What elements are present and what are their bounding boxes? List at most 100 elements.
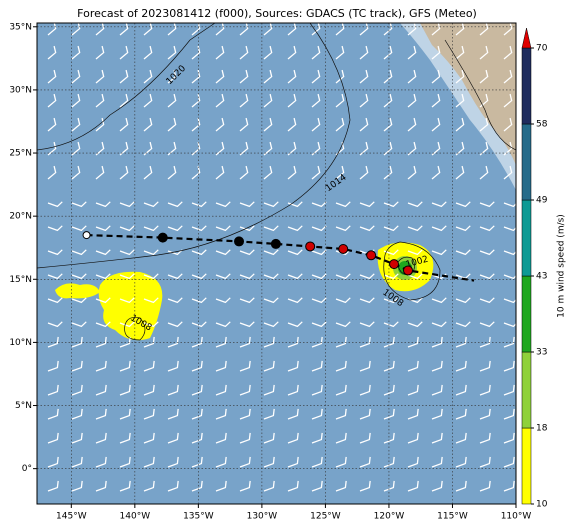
wind-barb <box>479 408 491 420</box>
wind-barb <box>191 432 203 444</box>
wind-barb <box>215 480 227 492</box>
wind-barb <box>503 456 515 468</box>
wind-barb <box>335 456 347 468</box>
wind-barb <box>287 360 299 372</box>
wind-barb <box>71 201 87 208</box>
wind-barb <box>47 408 59 420</box>
colorbar-segment <box>521 47 532 125</box>
x-tick-label: 115°W <box>437 512 468 522</box>
wind-barb <box>383 23 393 36</box>
wind-barb <box>479 69 489 84</box>
wind-barb <box>311 384 323 396</box>
wind-barb <box>263 225 279 232</box>
wind-barb <box>239 45 249 60</box>
colorbar-segment <box>521 199 532 277</box>
wind-barb <box>119 456 131 468</box>
track-point <box>403 265 414 276</box>
wind-barb <box>287 249 303 256</box>
wind-barb <box>263 384 275 396</box>
wind-barb <box>119 336 131 348</box>
wind-barb <box>503 408 515 420</box>
wind-barb <box>311 480 323 492</box>
wind-barb <box>455 321 471 328</box>
wind-barb <box>143 93 153 108</box>
wind-barb <box>167 432 179 444</box>
wind-barb <box>335 45 345 60</box>
wind-barb <box>119 93 129 108</box>
wind-barb <box>311 432 323 444</box>
wind-barb <box>431 23 441 36</box>
wind-barb <box>47 336 59 348</box>
wind-barb <box>455 141 465 156</box>
track-point <box>234 236 245 247</box>
wind-barb <box>119 201 135 208</box>
wind-barb <box>263 336 275 348</box>
colorbar-tick-label: 10 <box>536 500 548 510</box>
colorbar-tick-label: 18 <box>536 424 548 434</box>
wind-barb <box>263 23 273 36</box>
wind-barb <box>479 336 491 348</box>
wind-barb <box>359 165 369 180</box>
wind-barb <box>479 432 491 444</box>
wind-barb <box>503 432 515 444</box>
track-point <box>389 259 400 270</box>
wind-barb <box>359 201 375 208</box>
wind-barb <box>95 93 105 108</box>
wind-barb <box>407 321 423 328</box>
land <box>420 23 516 165</box>
wind-barb <box>407 432 419 444</box>
wind-barb <box>263 432 275 444</box>
wind-barb <box>239 480 251 492</box>
wind-barb <box>191 165 201 180</box>
wind-barb <box>119 480 131 492</box>
wind-barb <box>119 273 135 280</box>
wind-barb <box>95 23 105 36</box>
wind-barb <box>287 408 299 420</box>
wind-barb <box>191 336 203 348</box>
wind-barb <box>95 408 107 420</box>
wind-barb <box>143 273 159 280</box>
wind-barb <box>359 297 375 304</box>
wind-barb <box>311 297 327 304</box>
wind-barb <box>119 432 131 444</box>
wind-barb <box>239 297 255 304</box>
wind-barb <box>383 321 399 328</box>
wind-barb <box>431 201 447 208</box>
wind-barb <box>119 165 129 180</box>
wind-barb <box>311 165 321 180</box>
wind-barb <box>455 23 465 36</box>
colorbar-tick-label: 70 <box>536 44 548 54</box>
x-tick-label: 120°W <box>374 512 405 522</box>
colorbar-extend <box>521 27 532 49</box>
wind-barb <box>431 69 441 84</box>
wind-barb <box>335 225 351 232</box>
wind-barb <box>95 321 111 328</box>
y-tick-label: 35°N <box>9 22 32 32</box>
wind-barb <box>143 117 153 132</box>
wind-barb <box>71 165 81 180</box>
isobars <box>37 23 516 341</box>
track-point <box>338 243 349 254</box>
wind-barb <box>143 249 159 256</box>
wind-barb <box>359 384 371 396</box>
wind-barb <box>71 23 81 36</box>
wind-barb <box>335 408 347 420</box>
x-tick-label: 125°W <box>310 512 341 522</box>
wind-barb <box>167 408 179 420</box>
wind-barb <box>359 45 369 60</box>
wind-barb <box>239 93 249 108</box>
wind-barb <box>383 384 395 396</box>
wind-barb <box>479 480 491 492</box>
wind-barb <box>119 360 131 372</box>
wind-barb <box>47 321 63 328</box>
wind-barb <box>191 117 201 132</box>
wind-barb <box>407 456 419 468</box>
wind-barb <box>455 336 467 348</box>
wind-barb <box>239 201 255 208</box>
wind-barb <box>167 225 183 232</box>
wind-barb <box>215 321 231 328</box>
wind-barb <box>503 117 513 132</box>
wind-barb <box>479 273 495 280</box>
wind-barb <box>119 45 129 60</box>
